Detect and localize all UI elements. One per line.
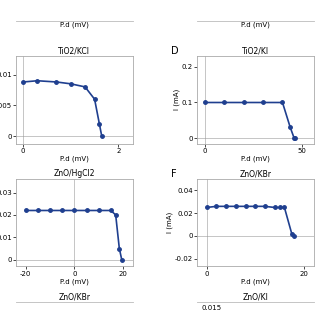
Y-axis label: I (mA): I (mA)	[167, 212, 173, 233]
Title: ZnO/HgCl2: ZnO/HgCl2	[54, 169, 95, 178]
Text: D: D	[171, 46, 179, 56]
Title: TiO2/KCl: TiO2/KCl	[58, 46, 90, 55]
X-axis label: P.d (mV): P.d (mV)	[241, 278, 270, 284]
X-axis label: P.d (mV): P.d (mV)	[241, 155, 270, 162]
X-axis label: P.d (mV): P.d (mV)	[60, 155, 89, 162]
Title: ZnO/KBr: ZnO/KBr	[239, 169, 271, 178]
Y-axis label: I (mA): I (mA)	[173, 89, 180, 110]
X-axis label: P.d (mV): P.d (mV)	[60, 278, 89, 284]
Title: ZnO/KBr: ZnO/KBr	[58, 292, 90, 301]
Text: F: F	[171, 169, 177, 179]
Text: 0.015: 0.015	[202, 305, 222, 311]
Title: TiO2/KI: TiO2/KI	[242, 46, 269, 55]
X-axis label: P.d (mV): P.d (mV)	[241, 22, 270, 28]
Title: ZnO/KI: ZnO/KI	[242, 292, 268, 301]
X-axis label: P.d (mV): P.d (mV)	[60, 22, 89, 28]
